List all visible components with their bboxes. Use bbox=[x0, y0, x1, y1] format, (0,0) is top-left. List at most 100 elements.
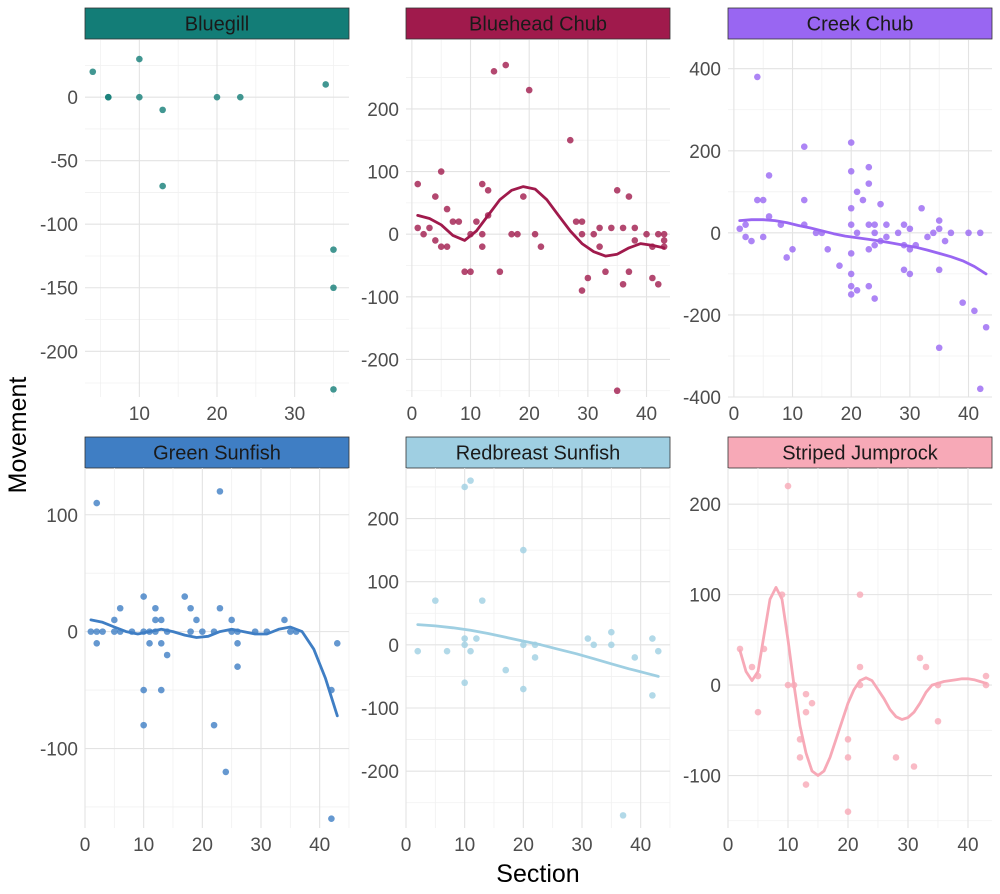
data-point bbox=[754, 196, 761, 204]
data-point bbox=[236, 93, 244, 101]
facet-creek-chub: Creek Chub 0 10 20 30 40 400 200 0 -200 -400 bbox=[683, 7, 993, 425]
data-point bbox=[930, 229, 937, 237]
data-point bbox=[643, 230, 650, 238]
data-point bbox=[619, 812, 627, 819]
data-point bbox=[800, 143, 808, 150]
y-axis-title: Movement bbox=[4, 377, 32, 494]
data-point bbox=[982, 672, 990, 680]
facet-green-sunfish: Green Sunfish 0 10 20 30 40 100 0 -100 bbox=[40, 436, 350, 856]
data-point bbox=[759, 196, 767, 204]
data-point bbox=[742, 233, 749, 241]
data-point bbox=[502, 666, 510, 674]
data-point bbox=[443, 243, 451, 250]
x-tick-label: 10 bbox=[454, 835, 475, 856]
facet-title: Green Sunfish bbox=[153, 443, 281, 465]
data-point bbox=[748, 663, 756, 671]
data-point bbox=[608, 641, 615, 649]
data-point bbox=[847, 291, 855, 298]
data-point bbox=[748, 237, 755, 245]
facet-title: Striped Jumprock bbox=[782, 443, 939, 465]
data-point bbox=[181, 593, 189, 600]
data-point bbox=[508, 230, 515, 238]
data-point bbox=[578, 218, 586, 225]
data-point bbox=[199, 628, 206, 635]
data-point bbox=[461, 679, 468, 687]
data-point bbox=[163, 651, 171, 659]
data-point bbox=[159, 106, 166, 114]
data-point bbox=[900, 221, 908, 228]
data-point bbox=[935, 225, 943, 233]
data-point bbox=[847, 204, 855, 212]
data-point bbox=[213, 93, 221, 101]
data-point bbox=[520, 685, 527, 693]
trend-line bbox=[738, 218, 988, 276]
data-point bbox=[193, 616, 200, 624]
data-point bbox=[328, 815, 335, 822]
data-point bbox=[473, 218, 480, 225]
data-point bbox=[420, 230, 427, 238]
data-point bbox=[478, 230, 486, 238]
facet-title: Redbreast Sunfish bbox=[456, 443, 621, 465]
data-point bbox=[437, 243, 445, 250]
x-tick-label: 20 bbox=[206, 404, 227, 425]
data-point bbox=[736, 645, 744, 653]
x-tick-label: 30 bbox=[571, 835, 592, 856]
data-point bbox=[847, 221, 855, 228]
data-point bbox=[871, 229, 878, 237]
facet-bluegill: Bluegill 10 20 30 0 -50 -100 -150 -200 bbox=[40, 7, 350, 425]
data-point bbox=[443, 205, 451, 213]
y-tick-label: 0 bbox=[388, 225, 399, 246]
data-point bbox=[578, 230, 586, 238]
data-point bbox=[844, 808, 852, 816]
facet-strip bbox=[727, 7, 993, 40]
data-point bbox=[187, 604, 194, 612]
y-tick-label: -100 bbox=[361, 699, 399, 720]
data-point bbox=[982, 323, 990, 331]
data-point bbox=[531, 654, 539, 661]
data-point bbox=[222, 768, 230, 776]
data-point bbox=[783, 254, 790, 261]
data-point bbox=[844, 736, 852, 743]
facet-redbreast-sunfish: Redbreast Sunfish 0 10 20 30 40 200 100 0 -100 -20… bbox=[361, 436, 671, 856]
data-point bbox=[971, 307, 978, 315]
data-point bbox=[414, 224, 422, 232]
data-point bbox=[111, 616, 118, 624]
data-point bbox=[525, 86, 533, 94]
data-point bbox=[140, 721, 147, 729]
y-tick-label: 100 bbox=[689, 586, 721, 607]
data-point bbox=[432, 237, 439, 244]
x-tick-label: 20 bbox=[837, 835, 858, 856]
y-tick-label: 0 bbox=[67, 623, 78, 644]
x-tick-label: 10 bbox=[133, 835, 154, 856]
facet-striped-jumprock: Striped Jumprock 0 10 20 30 40 200 100 0 -100 bbox=[683, 436, 993, 856]
data-point bbox=[784, 681, 792, 689]
data-point bbox=[892, 754, 900, 761]
x-tick-label: 40 bbox=[958, 404, 979, 425]
data-point bbox=[802, 781, 810, 788]
data-point bbox=[856, 591, 864, 598]
data-point bbox=[924, 233, 931, 241]
data-point bbox=[116, 604, 124, 612]
data-point bbox=[871, 241, 878, 249]
y-tick-label: 400 bbox=[689, 60, 721, 81]
y-tick-label: -150 bbox=[40, 279, 78, 300]
data-point bbox=[871, 221, 878, 228]
y-tick-label: 0 bbox=[388, 636, 399, 657]
data-point bbox=[461, 635, 468, 642]
data-point bbox=[414, 647, 422, 655]
data-point bbox=[976, 229, 984, 237]
data-point bbox=[584, 635, 592, 642]
facet-title: Creek Chub bbox=[807, 14, 914, 36]
data-point bbox=[619, 280, 627, 288]
data-point bbox=[210, 721, 218, 729]
facet-strip bbox=[405, 436, 671, 469]
data-point bbox=[496, 268, 504, 276]
data-point bbox=[625, 193, 633, 200]
data-point bbox=[467, 268, 474, 276]
y-tick-label: -100 bbox=[40, 215, 78, 236]
data-point bbox=[520, 546, 527, 554]
data-point bbox=[649, 274, 656, 282]
data-point bbox=[877, 200, 884, 208]
data-point bbox=[941, 237, 949, 245]
data-point bbox=[426, 224, 433, 232]
